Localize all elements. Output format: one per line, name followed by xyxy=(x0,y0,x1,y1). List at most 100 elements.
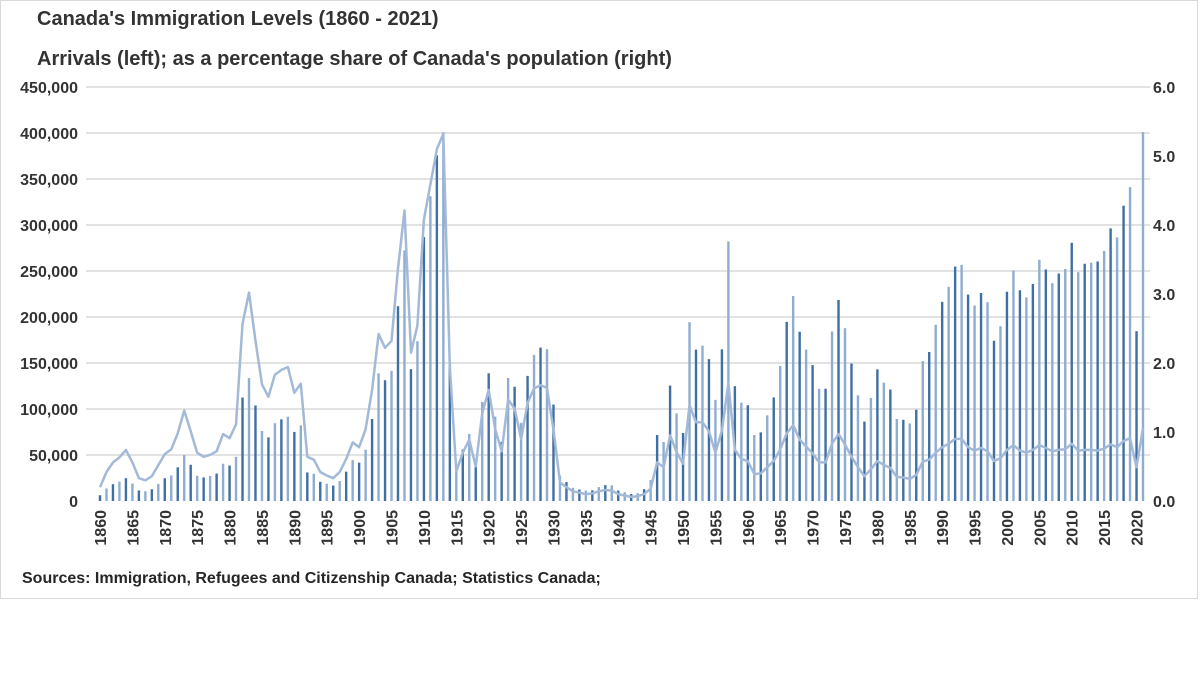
arrivals-bar xyxy=(578,489,581,501)
arrivals-bar xyxy=(403,250,406,501)
arrivals-bar xyxy=(111,484,115,501)
arrivals-bar xyxy=(766,415,769,501)
x-axis-tick-label: 1990 xyxy=(935,510,952,546)
arrivals-bar xyxy=(267,437,270,501)
arrivals-bar xyxy=(947,286,950,501)
arrivals-bar xyxy=(1141,132,1145,501)
arrivals-bar xyxy=(1089,262,1093,501)
x-axis-tick-label: 2005 xyxy=(1032,510,1049,546)
x-axis-tick-label: 1865 xyxy=(125,510,142,546)
arrivals-bar xyxy=(344,471,348,501)
arrivals-bar xyxy=(662,442,665,501)
arrivals-bar xyxy=(442,132,445,502)
arrivals-bar xyxy=(986,302,989,501)
arrivals-bar xyxy=(740,402,743,501)
right-axis-tick-label: 1.0 xyxy=(1153,425,1175,442)
arrivals-bar xyxy=(221,463,225,501)
x-axis-tick-label: 1860 xyxy=(93,510,110,546)
arrivals-bar xyxy=(506,377,510,501)
x-axis-tick-label: 1985 xyxy=(903,510,920,546)
arrivals-bar xyxy=(610,485,613,501)
arrivals-bar xyxy=(973,305,976,501)
x-axis-tick-label: 1965 xyxy=(773,510,790,546)
left-axis-tick-label: 450,000 xyxy=(20,80,78,97)
arrivals-bar xyxy=(668,385,672,501)
arrivals-bar xyxy=(519,422,523,501)
arrivals-bar xyxy=(655,435,659,501)
x-axis-tick-label: 1920 xyxy=(482,510,499,546)
arrivals-bar xyxy=(876,369,879,501)
arrivals-bar xyxy=(908,423,911,501)
arrivals-bar xyxy=(137,490,141,501)
arrivals-bar xyxy=(915,409,918,501)
arrivals-bar xyxy=(241,397,244,501)
arrivals-bar xyxy=(1005,291,1009,501)
arrivals-bar xyxy=(882,382,886,501)
percentage-line xyxy=(98,132,1145,499)
arrivals-bar xyxy=(850,363,853,501)
arrivals-bar xyxy=(338,481,341,501)
right-axis-tick-label: 5.0 xyxy=(1153,149,1175,166)
arrivals-bar xyxy=(1018,290,1022,501)
x-axis-tick-label: 1885 xyxy=(255,510,272,546)
arrivals-bar xyxy=(1115,237,1119,501)
arrivals-bar xyxy=(960,264,963,501)
arrivals-bar xyxy=(843,328,847,501)
arrivals-bar xyxy=(837,300,840,501)
arrivals-bar xyxy=(1064,268,1067,501)
arrivals-bar xyxy=(273,423,277,501)
arrivals-bar xyxy=(584,490,588,501)
arrivals-bar xyxy=(727,241,730,501)
arrivals-bar xyxy=(468,433,471,501)
left-axis-tick-label: 350,000 xyxy=(20,172,78,189)
arrivals-bar xyxy=(1038,259,1041,501)
arrivals-bar xyxy=(999,326,1002,501)
arrivals-bar xyxy=(1077,272,1080,501)
x-axis-tick-label: 1910 xyxy=(417,510,434,546)
arrivals-bar xyxy=(319,481,322,501)
x-axis-tick-label: 2015 xyxy=(1097,510,1114,546)
arrivals-bar xyxy=(571,487,575,501)
arrivals-bar xyxy=(215,473,218,501)
left-axis-tick-label: 250,000 xyxy=(20,264,78,281)
left-axis-ticks: 0 50,000 100,000 150,000 200,000 250,000 300,0… xyxy=(20,80,78,511)
arrivals-bar xyxy=(1031,284,1035,501)
arrivals-bar xyxy=(1102,250,1106,501)
arrivals-bar xyxy=(940,301,944,501)
arrivals-bar xyxy=(1044,269,1048,501)
arrivals-bar xyxy=(131,483,134,501)
arrivals-bar xyxy=(856,395,860,501)
arrivals-bar xyxy=(597,487,601,501)
gridlines xyxy=(86,86,1150,456)
x-axis-tick-label: 1875 xyxy=(190,510,207,546)
arrivals-bar xyxy=(675,413,678,501)
arrivals-bar xyxy=(332,485,335,501)
arrivals-bar xyxy=(144,491,147,501)
arrivals-bar xyxy=(532,354,536,501)
arrivals-bar xyxy=(325,483,328,501)
arrivals-bar xyxy=(157,483,160,501)
arrivals-bar xyxy=(189,464,192,501)
x-axis-ticks: 1860 1865 1870 1875 1880 1885 1890 1895 1900 1905… xyxy=(93,510,1147,546)
x-axis-tick-label: 1895 xyxy=(320,510,337,546)
arrivals-bar xyxy=(649,480,652,501)
arrivals-bar xyxy=(979,293,983,501)
left-axis-tick-label: 300,000 xyxy=(20,218,78,235)
arrivals-bar xyxy=(824,388,827,501)
arrivals-bar xyxy=(299,425,303,501)
arrivals-bar xyxy=(694,349,698,501)
arrivals-bar xyxy=(429,196,432,502)
sources-note: Sources: Immigration, Refugees and Citiz… xyxy=(22,570,601,587)
arrivals-bar xyxy=(202,477,205,501)
arrivals-bar xyxy=(953,266,957,501)
arrivals-bar xyxy=(487,373,490,501)
arrivals-bar xyxy=(105,488,108,501)
arrivals-bar xyxy=(150,489,154,501)
arrivals-bar xyxy=(293,431,296,501)
arrivals-bar xyxy=(461,449,464,501)
arrivals-bar xyxy=(895,418,899,501)
arrivals-bar xyxy=(604,485,607,501)
arrivals-bar xyxy=(539,347,542,501)
arrivals-bar xyxy=(1122,205,1125,501)
